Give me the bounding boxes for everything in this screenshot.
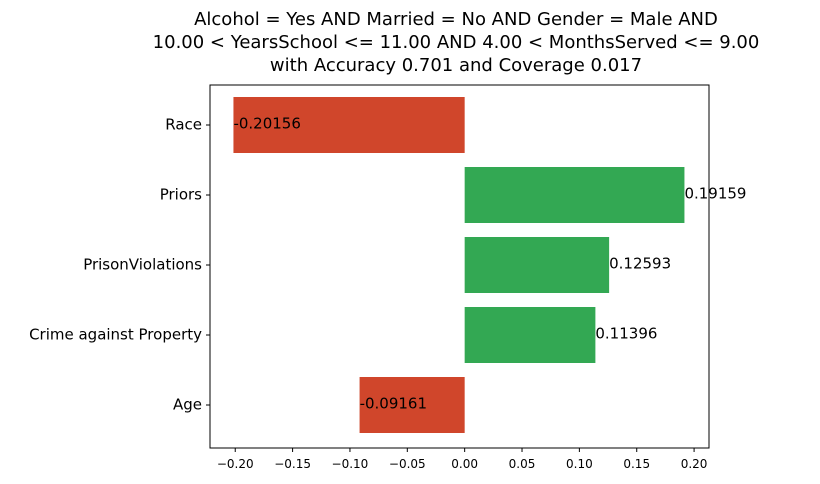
category-labels: Race Priors PrisonViolations Crime against … — [29, 116, 210, 414]
x-tick-label-6: 0.10 — [566, 457, 593, 471]
x-tick-label-1: −0.15 — [274, 457, 311, 471]
bar-race — [233, 97, 465, 153]
value-label-prisonviolations: 0.12593 — [609, 255, 671, 273]
x-tick-label-3: −0.05 — [389, 457, 426, 471]
x-tick-label-2: −0.10 — [332, 457, 369, 471]
value-labels: -0.20156 0.19159 0.12593 0.11396 -0.09161 — [233, 115, 746, 413]
category-label-prisonviolations: PrisonViolations — [83, 256, 202, 274]
bar-prisonviolations — [464, 237, 610, 293]
x-axis-ticks: −0.20 −0.15 −0.10 −0.05 0.00 0.05 0.10 0.15 0.20 — [217, 448, 708, 471]
category-label-crime-against-property: Crime against Property — [29, 326, 202, 344]
chart-title-line-3: with Accuracy 0.701 and Coverage 0.017 — [270, 55, 642, 76]
bar-priors — [464, 167, 685, 223]
plot-frame — [209, 84, 710, 449]
x-tick-label-4: 0.00 — [451, 457, 478, 471]
category-label-race: Race — [165, 116, 202, 134]
x-tick-label-7: 0.15 — [623, 457, 650, 471]
chart-title-line-1: Alcohol = Yes AND Married = No AND Gende… — [194, 9, 718, 30]
value-label-race: -0.20156 — [233, 115, 300, 133]
bars — [233, 97, 685, 433]
bar-crime-against-property — [464, 307, 596, 363]
value-label-age: -0.09161 — [360, 395, 427, 413]
x-tick-label-8: 0.20 — [681, 457, 708, 471]
chart-title: Alcohol = Yes AND Married = No AND Gende… — [153, 9, 760, 76]
category-label-priors: Priors — [160, 186, 202, 204]
value-label-priors: 0.19159 — [684, 185, 746, 203]
value-label-crime-against-property: 0.11396 — [595, 325, 657, 343]
chart-title-line-2: 10.00 < YearsSchool <= 11.00 AND 4.00 < … — [153, 32, 760, 53]
x-tick-label-0: −0.20 — [217, 457, 254, 471]
category-label-age: Age — [173, 396, 202, 414]
bar-age — [359, 377, 465, 433]
x-tick-label-5: 0.05 — [509, 457, 536, 471]
